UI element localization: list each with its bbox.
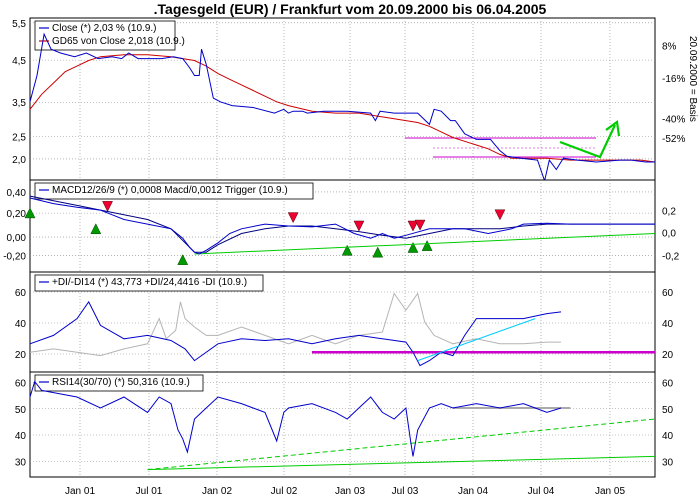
trend-line [417, 318, 536, 362]
legend-entry: RSI14(30/70) (*) 50,316 (10.9.) [52, 377, 190, 388]
y-tick-label-right: -52% [662, 134, 685, 145]
y-tick-label-left: 40 [15, 431, 27, 442]
trend-line-solid [147, 455, 656, 471]
y-tick-label-left: 0,40 [7, 188, 27, 199]
y-tick-label-left: 50 [15, 405, 27, 416]
x-tick-label: Jan 05 [595, 486, 625, 497]
legend-entry: MACD12/26/9 (*) 0,0008 Macd/0,0012 Trigg… [52, 185, 288, 196]
legend-box [34, 182, 314, 200]
x-tick-label: Jan 02 [202, 486, 232, 497]
y-tick-label-left: 30 [15, 457, 27, 468]
legend-entry: GD65 von Close 2,018 (10.9.) [52, 36, 185, 47]
series-line-rsi [29, 380, 562, 457]
y-tick-label-right: 60 [662, 379, 674, 390]
series-line-close [29, 32, 655, 183]
y-tick-label-left: 2,5 [12, 132, 26, 143]
y-tick-label-right: 20 [662, 350, 674, 361]
projection-arrow-head [605, 120, 621, 137]
buy-signal-marker [407, 241, 419, 253]
series-line-gd65 [29, 54, 656, 163]
trend-line-dashed [147, 418, 656, 471]
sell-signal-marker [407, 220, 419, 232]
legend-box [34, 274, 264, 292]
y-tick-label-right: 0,0 [662, 228, 676, 239]
right-axis-label: 20.09.2000 = Basis [687, 36, 698, 122]
y-tick-label-right: 0,2 [662, 206, 676, 217]
sell-signal-marker [102, 201, 113, 212]
x-tick-label: Jan 04 [458, 486, 488, 497]
y-tick-label-right: -16% [662, 74, 685, 85]
legend-entry: Close (*) 2,03 % (10.9.) [52, 23, 157, 34]
y-tick-label-right: 30 [662, 457, 674, 468]
y-tick-label-left: -0,20 [3, 251, 26, 262]
y-tick-label-left: 60 [15, 288, 27, 299]
panel-dmi: 60 40 20 60 40 20 +DI/-DI14 (*) 43,773 +DI/24,… [15, 271, 674, 373]
trend-line [194, 233, 656, 255]
y-tick-label-left: 0,00 [7, 233, 27, 244]
x-tick-label: Jul 02 [271, 486, 298, 497]
y-tick-label-left: 3,5 [12, 98, 26, 109]
x-tick-label: Jul 04 [528, 486, 555, 497]
sell-signal-marker [287, 212, 299, 224]
y-tick-label-left: 5,5 [12, 19, 26, 30]
chart-title: .Tagesgeld (EUR) / Frankfurt vom 20.09.2… [154, 1, 547, 17]
x-axis-labels: Jan 01 Jul 01 Jan 02 Jul 02 Jan 03 Jul 03 Jan … [65, 486, 625, 497]
legend-box [34, 20, 176, 51]
legend-box [34, 374, 204, 392]
buy-signal-marker [24, 207, 36, 219]
y-tick-label-left: 4,5 [12, 56, 26, 67]
y-tick-label-right: 60 [662, 288, 674, 299]
y-tick-label-left: 2,0 [12, 155, 26, 166]
y-tick-label-right: 40 [662, 431, 674, 442]
y-tick-label-right: -0,2 [662, 251, 680, 262]
y-tick-label-right: 50 [662, 405, 674, 416]
buy-signal-marker [90, 223, 102, 235]
x-tick-label: Jan 03 [335, 486, 365, 497]
x-tick-label: Jul 03 [392, 486, 419, 497]
panel-price: 5,5 4,5 3,5 2,5 2,0 8% -16% -40% -52% 20.09.2000 … [12, 17, 698, 181]
series-line-macd [29, 197, 655, 255]
y-tick-label-left: 0,20 [7, 209, 27, 220]
panel-macd: 0,40 0,20 0,00 -0,20 0,2 0,0 -0,2 MACD12/26/9 (… [3, 179, 680, 273]
y-tick-label-left: 60 [15, 379, 27, 390]
legend-entry: +DI/-DI14 (*) 43,773 +DI/24,4416 -DI (10… [52, 277, 247, 288]
sell-signal-marker [353, 220, 365, 232]
y-tick-label-left: 20 [15, 350, 27, 361]
series-line-plus-di [29, 300, 562, 367]
sell-signal-marker [494, 209, 506, 221]
sell-signal-marker [414, 219, 426, 231]
buy-signal-marker [421, 240, 433, 251]
y-tick-label-right: -40% [662, 114, 685, 125]
x-tick-label: Jul 01 [136, 486, 163, 497]
buy-signal-marker [372, 246, 384, 258]
y-tick-label-right: 8% [662, 42, 677, 53]
x-tick-label: Jan 01 [65, 486, 95, 497]
panel-rsi: 60 50 40 30 60 50 40 30 RSI14(30/70) (*) 50,316 … [15, 371, 674, 478]
buy-signal-marker [177, 254, 189, 265]
projection-arrow-line [559, 124, 616, 159]
y-tick-label-left: 40 [15, 319, 27, 330]
y-tick-label-right: 40 [662, 319, 674, 330]
buy-signal-marker [341, 244, 353, 256]
panels-layer: 5,5 4,5 3,5 2,5 2,0 8% -16% -40% -52% 20.09.2000 … [3, 17, 698, 478]
